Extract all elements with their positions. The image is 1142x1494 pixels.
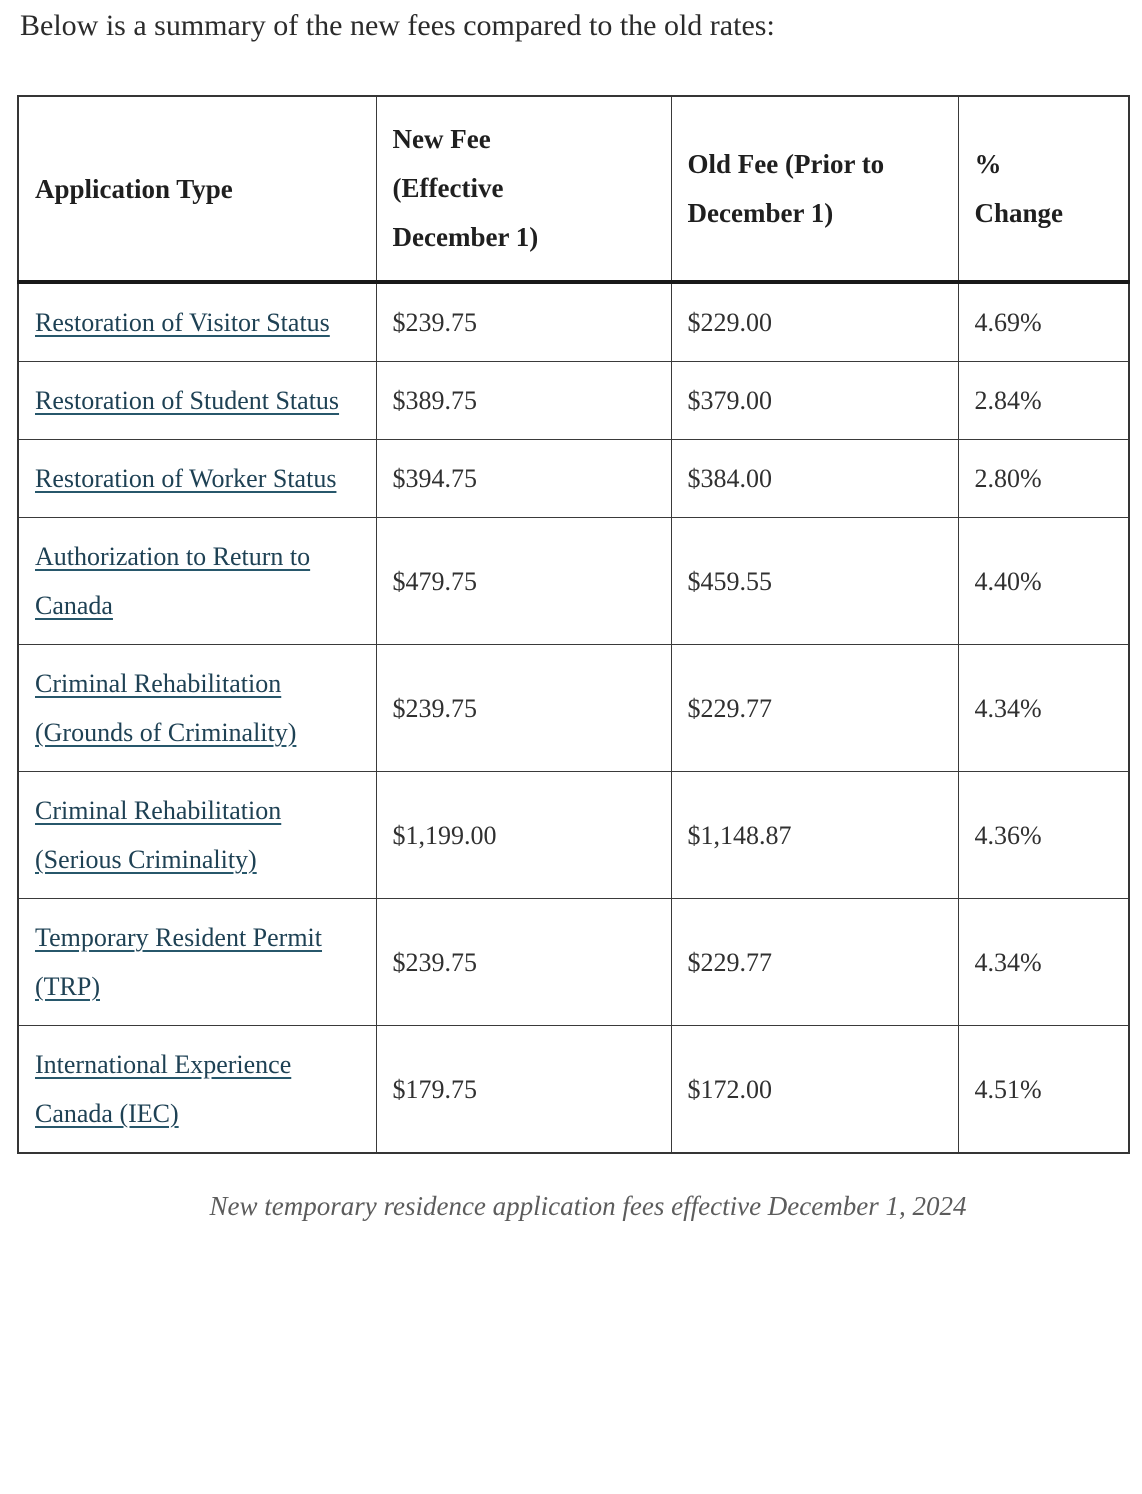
col-header-new-fee-label: New Fee (Effective December 1) <box>392 124 539 252</box>
application-type-link[interactable]: Authorization to Return to Canada <box>35 542 311 620</box>
table-row: Restoration of Student Status $389.75 $379… <box>17 361 1130 440</box>
table-row: Restoration of Worker Status $394.75 $384.… <box>17 439 1130 518</box>
fees-table-head: Application Type New Fee (Effective Dece… <box>17 95 1130 284</box>
old-fee-cell: $229.00 <box>670 281 959 362</box>
application-type-cell: Temporary Resident Permit (TRP) <box>17 898 377 1026</box>
percent-change-cell: 4.34% <box>957 644 1130 772</box>
new-fee-cell: $1,199.00 <box>375 771 672 899</box>
fees-table-body: Restoration of Visitor Status $239.75 $229… <box>17 281 1130 1154</box>
new-fee-cell: $239.75 <box>375 644 672 772</box>
header-row: Application Type New Fee (Effective Dece… <box>17 95 1130 284</box>
application-type-cell: Authorization to Return to Canada <box>17 517 377 645</box>
table-row: International Experience Canada (IEC) $17… <box>17 1025 1130 1154</box>
col-header-new-fee: New Fee (Effective December 1) <box>375 95 672 284</box>
table-row: Temporary Resident Permit (TRP) $239.75 $2… <box>17 898 1130 1026</box>
new-fee-cell: $239.75 <box>375 281 672 362</box>
percent-change-cell: 2.84% <box>957 361 1130 440</box>
percent-change-cell: 4.34% <box>957 898 1130 1026</box>
col-header-old-fee: Old Fee (Prior to December 1) <box>670 95 959 284</box>
col-header-application-type: Application Type <box>17 95 377 284</box>
old-fee-cell: $229.77 <box>670 644 959 772</box>
percent-change-cell: 4.69% <box>957 281 1130 362</box>
old-fee-cell: $459.55 <box>670 517 959 645</box>
new-fee-cell: $389.75 <box>375 361 672 440</box>
application-type-link[interactable]: Restoration of Student Status <box>35 386 340 415</box>
fees-table: Application Type New Fee (Effective Dece… <box>17 95 1130 1154</box>
application-type-link[interactable]: Restoration of Visitor Status <box>35 308 330 337</box>
application-type-link[interactable]: Criminal Rehabilitation (Grounds of Crim… <box>35 669 297 747</box>
old-fee-cell: $229.77 <box>670 898 959 1026</box>
percent-change-cell: 4.36% <box>957 771 1130 899</box>
fees-table-figure: Application Type New Fee (Effective Dece… <box>17 95 1142 1224</box>
application-type-link[interactable]: International Experience Canada (IEC) <box>35 1050 292 1128</box>
application-type-link[interactable]: Restoration of Worker Status <box>35 464 337 493</box>
application-type-cell: Restoration of Worker Status <box>17 439 377 518</box>
application-type-cell: International Experience Canada (IEC) <box>17 1025 377 1154</box>
intro-text: Below is a summary of the new fees compa… <box>20 9 775 42</box>
table-row: Criminal Rehabilitation (Grounds of Crim… <box>17 644 1130 772</box>
percent-change-cell: 4.51% <box>957 1025 1130 1154</box>
old-fee-cell: $172.00 <box>670 1025 959 1154</box>
new-fee-cell: $394.75 <box>375 439 672 518</box>
application-type-cell: Criminal Rehabilitation (Grounds of Crim… <box>17 644 377 772</box>
col-header-percent-change: % Change <box>957 95 1130 284</box>
percent-change-cell: 4.40% <box>957 517 1130 645</box>
application-type-cell: Restoration of Student Status <box>17 361 377 440</box>
application-type-link[interactable]: Temporary Resident Permit (TRP) <box>35 923 323 1001</box>
old-fee-cell: $379.00 <box>670 361 959 440</box>
col-header-old-fee-label: Old Fee (Prior to December 1) <box>687 148 885 228</box>
table-row: Criminal Rehabilitation (Serious Crimina… <box>17 771 1130 899</box>
col-header-percent-change-label: % Change <box>974 148 1064 228</box>
new-fee-cell: $239.75 <box>375 898 672 1026</box>
col-header-application-type-label: Application Type <box>35 174 233 205</box>
table-row: Authorization to Return to Canada $479.75… <box>17 517 1130 645</box>
table-caption: New temporary residence application fees… <box>209 1191 967 1221</box>
old-fee-cell: $384.00 <box>670 439 959 518</box>
percent-change-cell: 2.80% <box>957 439 1130 518</box>
table-row: Restoration of Visitor Status $239.75 $229… <box>17 281 1130 362</box>
new-fee-cell: $179.75 <box>375 1025 672 1154</box>
new-fee-cell: $479.75 <box>375 517 672 645</box>
old-fee-cell: $1,148.87 <box>670 771 959 899</box>
application-type-link[interactable]: Criminal Rehabilitation (Serious Crimina… <box>35 796 282 874</box>
application-type-cell: Criminal Rehabilitation (Serious Crimina… <box>17 771 377 899</box>
application-type-cell: Restoration of Visitor Status <box>17 281 377 362</box>
